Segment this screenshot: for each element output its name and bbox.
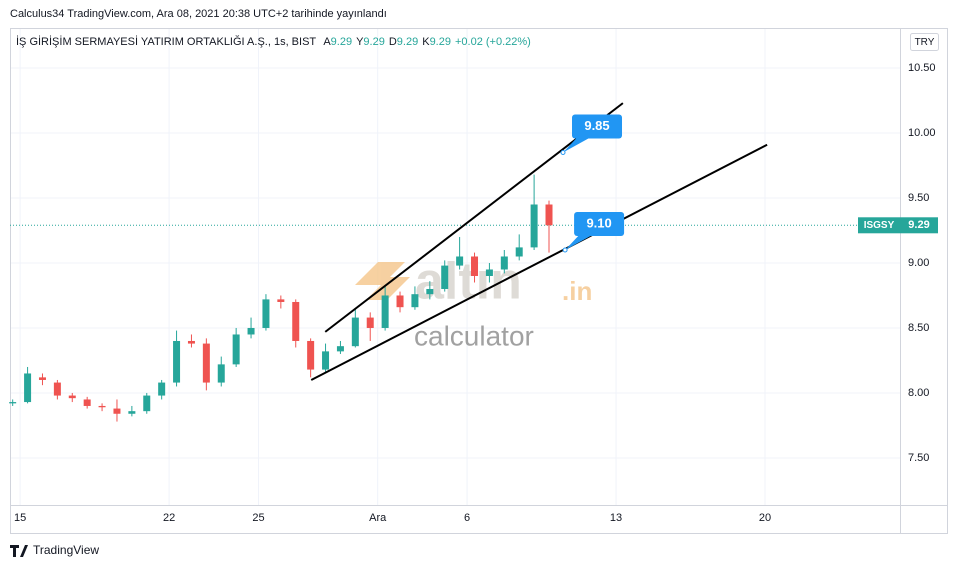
candle-body [24,373,32,403]
candle-body [277,299,285,302]
ohlc-value: 9.29 [430,36,451,48]
ohlc-key: K [422,36,430,48]
candle-body [232,334,240,365]
callout-anchor [562,247,568,253]
y-tick-label: 10.50 [908,62,936,74]
candle-body [307,340,315,370]
ohlc-key: A [323,36,331,48]
candle-body [173,340,181,383]
x-tick-label: Ara [369,512,387,524]
callout-box [574,211,625,236]
ohlc-value: 9.29 [363,36,384,48]
candle-body [9,402,17,404]
candle-body [471,256,479,276]
callout-anchor [560,150,566,156]
trend-line [310,143,768,381]
symbol-name: İŞ GİRİŞİM SERMAYESİ YATIRIM ORTAKLIĞI A… [16,35,316,48]
header: Calculus34 TradingView.com, Ara 08, 2021… [10,8,387,20]
candle-body [128,411,136,414]
candle-body [381,295,389,328]
candle-body [98,405,106,408]
ohlc-key: Y [356,36,364,48]
candle-body [217,364,225,383]
candle-body [456,256,464,266]
x-tick-label: 20 [759,512,771,524]
ohlc-value: 9.29 [397,36,418,48]
callout-pointer [563,136,593,153]
candle-body [113,408,121,414]
candle-body [545,204,553,226]
callout-pointer [565,233,595,250]
x-tick-label: 25 [252,512,264,524]
x-tick-label: 15 [14,512,26,524]
x-tick-label: 6 [464,512,470,524]
ohlc-key: D [389,36,397,48]
candle-body [396,295,404,308]
price-tag-symbol: ISGSY [864,220,895,231]
candle-body [83,399,91,406]
candle-body [530,204,538,248]
candle-body [500,256,508,270]
y-tick-label: 8.00 [908,387,929,399]
x-tick-label: 13 [610,512,622,524]
footer-logo [10,545,28,557]
change: +0.02 (+0.22%) [455,36,531,48]
candle-body [322,351,330,370]
x-tick-label: 22 [163,512,175,524]
y-tick-label: 9.00 [908,257,929,269]
currency-box [910,33,939,51]
y-tick-label: 9.50 [908,192,929,204]
candle-body [202,343,210,383]
watermark-tld: .in [562,276,592,306]
candle-body [426,288,434,295]
candle-body [441,265,449,289]
symbol-line: İŞ GİRİŞİM SERMAYESİ YATIRIM ORTAKLIĞI A… [16,35,531,48]
candle-body [53,382,61,396]
candle-body [158,382,166,396]
candle-body [336,346,344,352]
chart-frame [10,28,948,534]
candle-body [262,299,270,328]
candle-body [143,395,151,412]
candle-body [485,269,493,276]
candle-body [292,301,300,341]
y-tick-label: 10.00 [908,127,936,139]
y-tick-label: 7.50 [908,452,929,464]
callout-label: 9.10 [586,215,611,230]
price-tag-value: 9.29 [908,219,929,231]
callout-label: 9.85 [584,118,609,133]
watermark-logo [355,262,410,300]
y-tick-label: 8.50 [908,322,929,334]
currency: TRY [915,37,935,48]
candle-body [515,247,523,257]
trend-line [324,102,624,333]
price-tag-box [900,217,938,234]
candle-body [187,340,195,344]
candle-body [247,327,255,335]
footer: TradingView [33,543,99,557]
candle-body [366,317,374,328]
ohlc-value: 9.29 [331,36,352,48]
watermark-tagline: calculator [414,320,534,351]
candle-body [351,317,359,347]
candle-body [411,294,419,308]
candle-body [68,395,76,399]
callout-box [572,114,623,139]
price-tag-symbol-box [858,217,900,234]
candle-body [38,377,46,380]
